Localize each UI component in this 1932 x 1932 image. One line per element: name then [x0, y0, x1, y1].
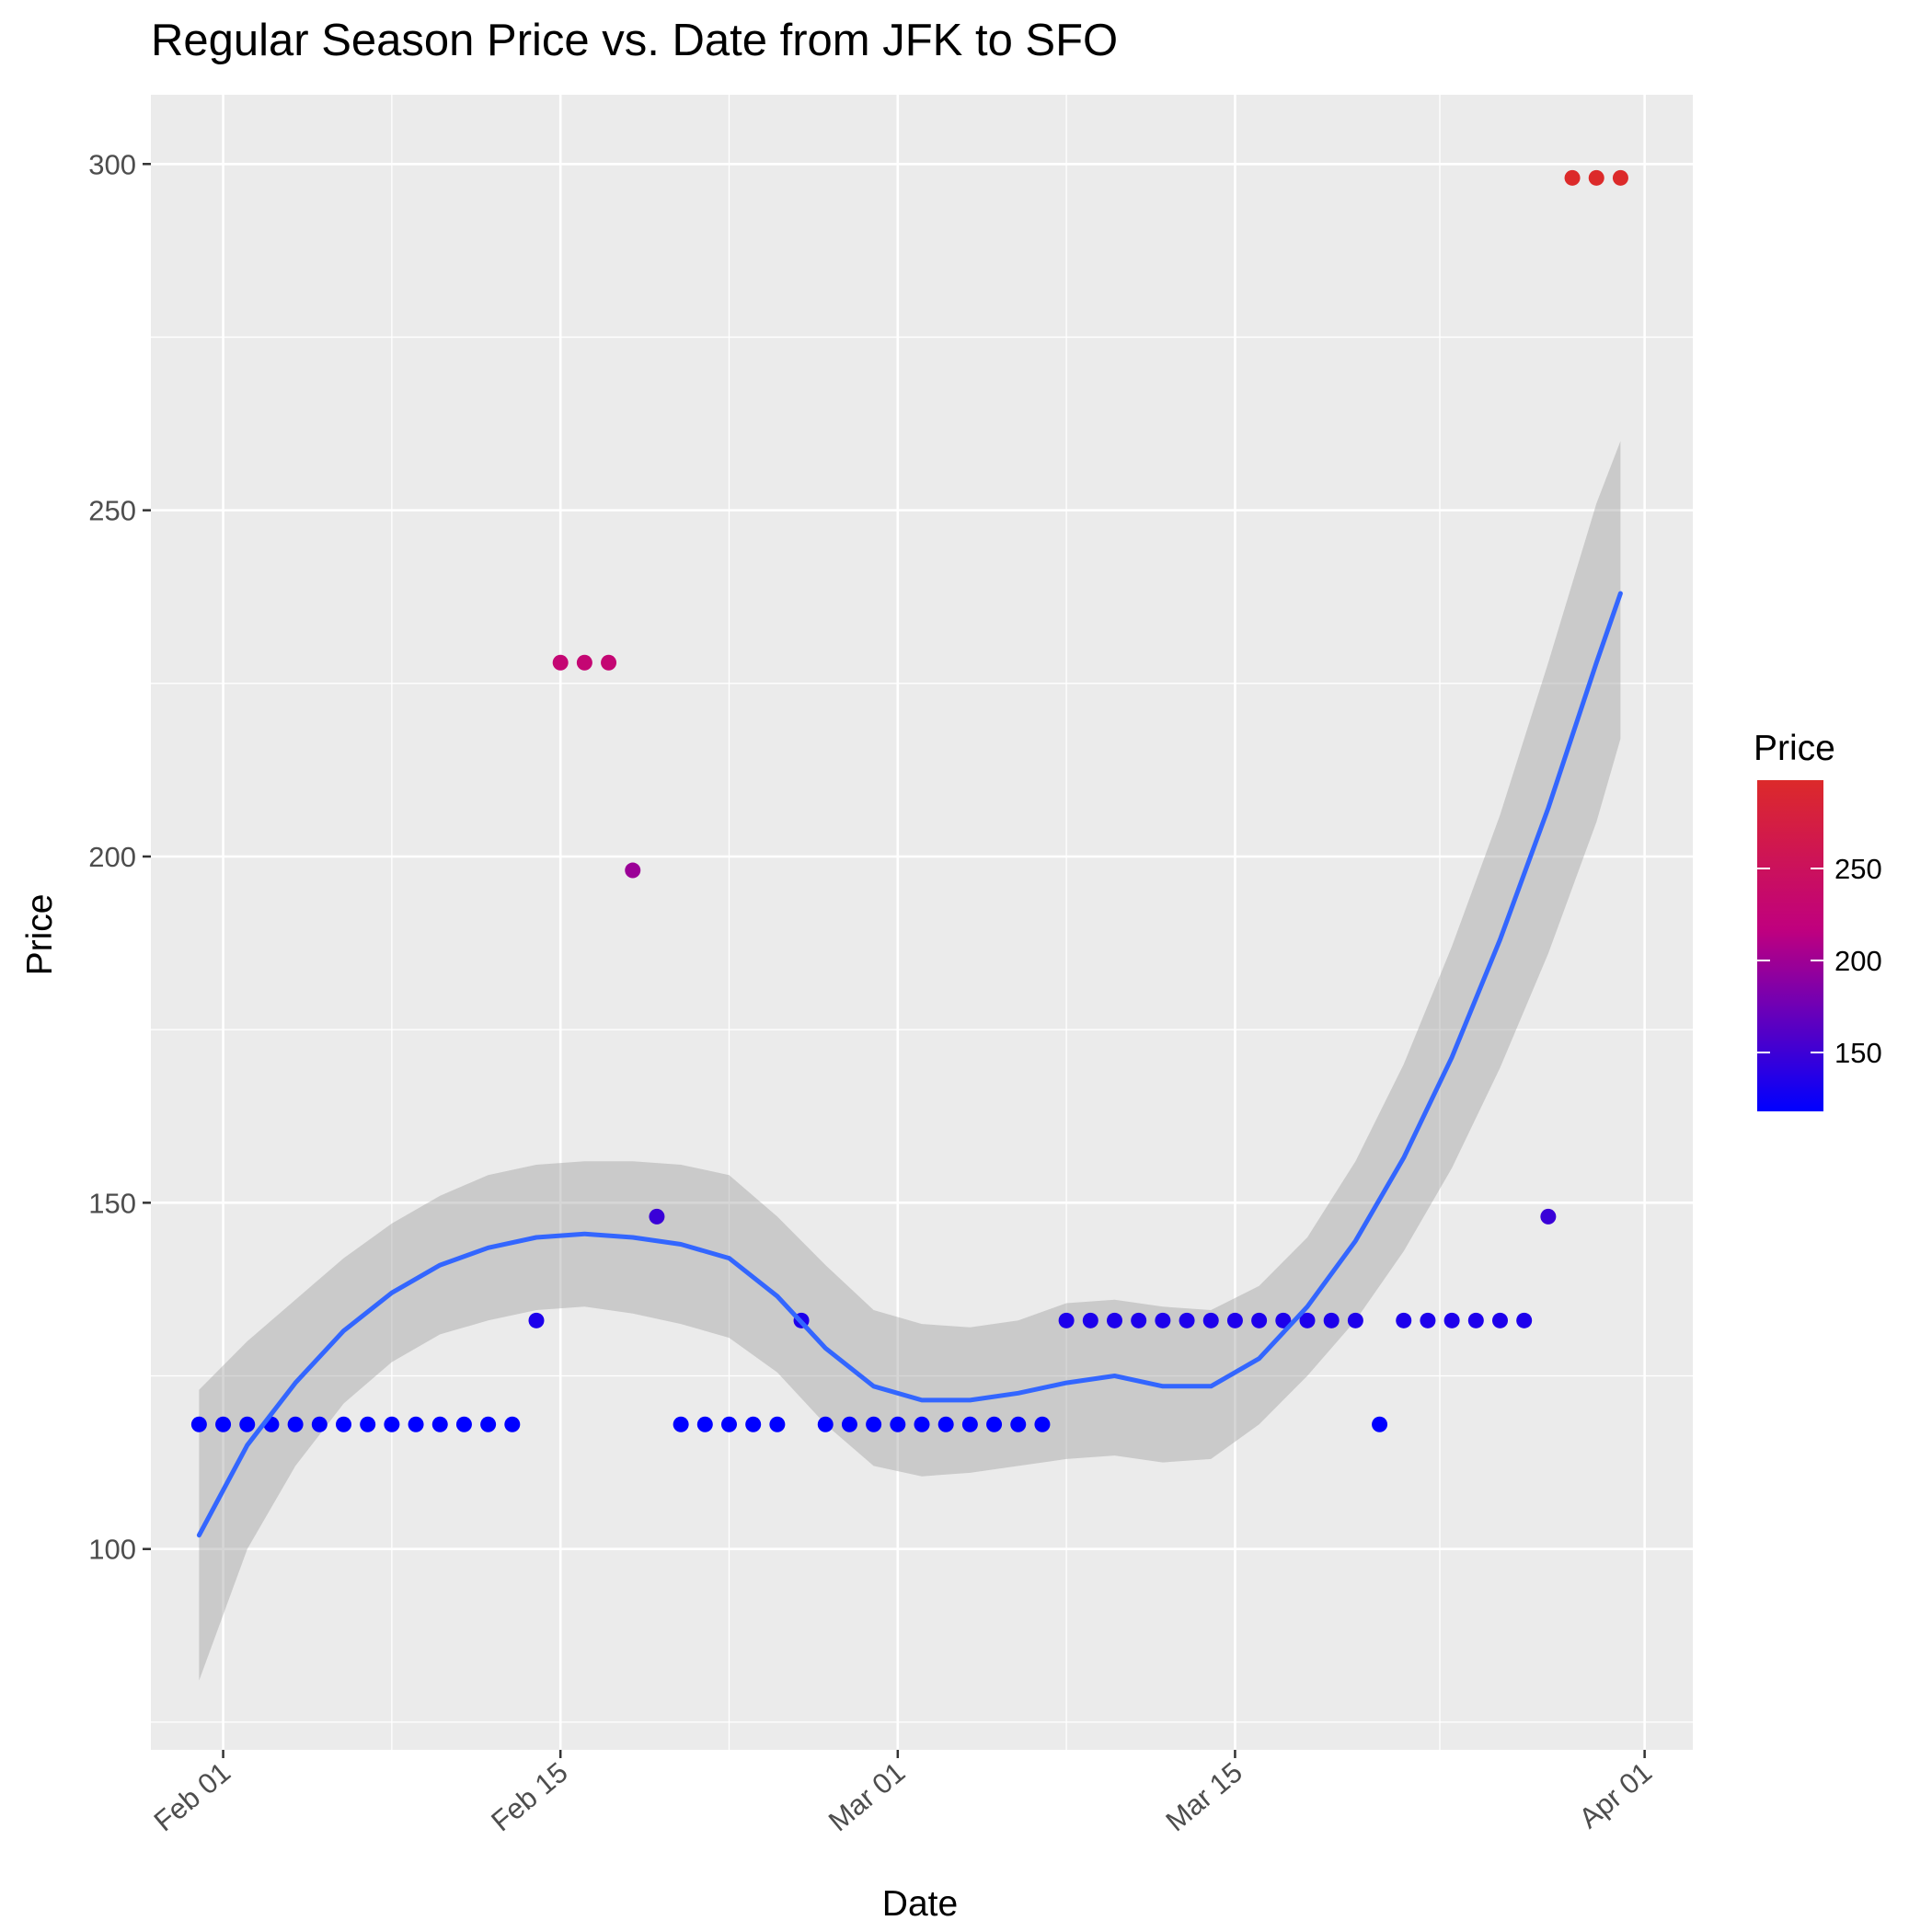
- data-point: [576, 654, 592, 671]
- data-point: [384, 1416, 400, 1432]
- data-point: [961, 1416, 978, 1432]
- legend-title: Price: [1754, 729, 1835, 768]
- smooth-line-layer: [196, 591, 1623, 1538]
- data-point: [769, 1416, 786, 1432]
- data-point: [1058, 1312, 1075, 1328]
- data-point: [625, 862, 641, 879]
- legend-colorbar: [1757, 780, 1823, 1111]
- x-tick-label: Apr 01: [1573, 1756, 1658, 1835]
- x-tick-label: Feb 01: [148, 1756, 236, 1838]
- data-point: [1202, 1312, 1219, 1328]
- data-point: [1034, 1416, 1051, 1432]
- data-point: [937, 1416, 954, 1432]
- legend-tick-label: 200: [1834, 945, 1882, 977]
- y-tick-label: 200: [88, 841, 136, 873]
- data-point: [890, 1416, 906, 1432]
- data-point: [745, 1416, 762, 1432]
- legend-tick-label: 150: [1834, 1037, 1882, 1069]
- data-point: [914, 1416, 930, 1432]
- smooth-fit-line: [196, 591, 1623, 1538]
- data-point: [1372, 1416, 1388, 1432]
- data-point: [552, 654, 569, 671]
- confidence-band-layer: [199, 441, 1621, 1681]
- x-axis: Feb 01 Feb 15 Mar 01 Mar 15 Apr 01: [148, 1750, 1658, 1837]
- data-point: [1612, 169, 1628, 186]
- y-tick-label: 250: [88, 495, 136, 527]
- data-point: [215, 1416, 232, 1432]
- data-point: [1443, 1312, 1460, 1328]
- data-point: [239, 1416, 256, 1432]
- data-point: [1107, 1312, 1122, 1328]
- data-point: [1492, 1312, 1508, 1328]
- y-tick-label: 300: [88, 148, 136, 180]
- y-tick-label: 150: [88, 1187, 136, 1219]
- x-tick-label: Feb 15: [485, 1756, 573, 1838]
- data-point: [1226, 1312, 1243, 1328]
- data-point: [1251, 1312, 1268, 1328]
- data-point: [649, 1208, 665, 1225]
- data-point: [1420, 1312, 1436, 1328]
- x-tick-label: Mar 15: [1160, 1756, 1248, 1838]
- confidence-band: [199, 441, 1621, 1681]
- data-point: [817, 1416, 834, 1432]
- data-points-layer: [190, 169, 1628, 1432]
- data-point: [673, 1416, 689, 1432]
- data-point: [1082, 1312, 1098, 1328]
- legend-tick-label: 250: [1834, 853, 1882, 885]
- x-tick-label: Mar 01: [822, 1756, 911, 1838]
- y-tick-label: 100: [88, 1534, 136, 1566]
- data-point: [1179, 1312, 1195, 1328]
- color-legend: Price 150 200 250: [1754, 729, 1882, 1111]
- data-point: [1467, 1312, 1484, 1328]
- data-point: [1323, 1312, 1340, 1328]
- data-point: [431, 1416, 448, 1432]
- data-point: [1131, 1312, 1147, 1328]
- data-point: [1564, 169, 1581, 186]
- data-point: [601, 654, 617, 671]
- x-axis-title: Date: [882, 1884, 958, 1924]
- data-point: [190, 1416, 207, 1432]
- data-point: [1540, 1208, 1557, 1225]
- data-point: [1516, 1312, 1533, 1328]
- data-point: [287, 1416, 304, 1432]
- plot-panel: [151, 95, 1693, 1750]
- data-point: [1155, 1312, 1171, 1328]
- data-point: [455, 1416, 472, 1432]
- data-point: [866, 1416, 882, 1432]
- data-point: [1010, 1416, 1027, 1432]
- data-point: [1588, 169, 1604, 186]
- plot-background: [151, 95, 1693, 1750]
- data-point: [1347, 1312, 1363, 1328]
- data-point: [1299, 1312, 1316, 1328]
- data-point: [504, 1416, 521, 1432]
- data-point: [480, 1416, 497, 1432]
- data-point: [696, 1416, 713, 1432]
- data-point: [986, 1416, 1003, 1432]
- data-point: [408, 1416, 424, 1432]
- data-point: [1275, 1312, 1292, 1328]
- data-point: [360, 1416, 376, 1432]
- data-point: [721, 1416, 737, 1432]
- chart-title: Regular Season Price vs. Date from JFK t…: [151, 16, 1118, 65]
- data-point: [528, 1312, 545, 1328]
- data-point: [336, 1416, 351, 1432]
- data-point: [841, 1416, 857, 1432]
- y-axis-title: Price: [20, 894, 60, 976]
- data-point: [1396, 1312, 1412, 1328]
- y-axis: 100 150 200 250 300: [88, 148, 151, 1566]
- data-point: [311, 1416, 328, 1432]
